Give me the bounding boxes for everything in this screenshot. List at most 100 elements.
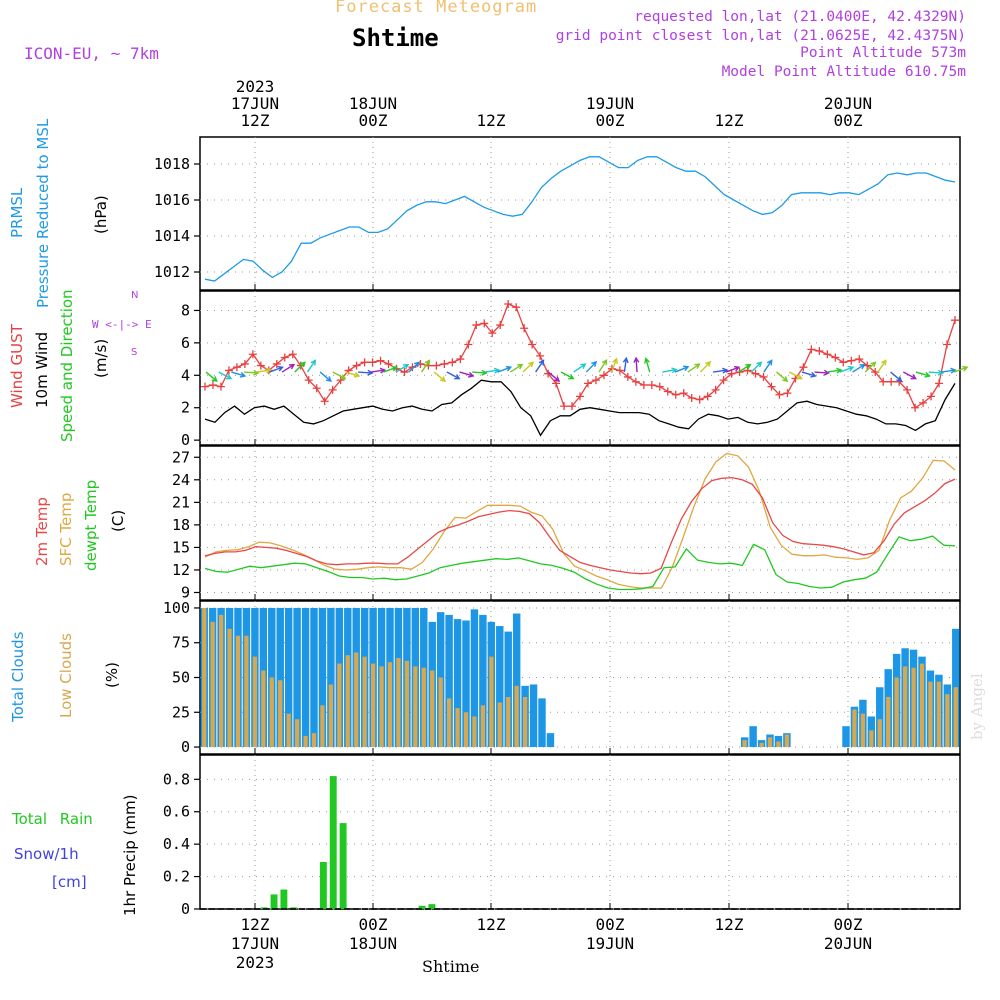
wind-arrow-head-15 (403, 363, 410, 370)
wind-arrow-head-21 (481, 369, 488, 376)
wind-gust-line-marker-56 (647, 381, 656, 390)
wind-arrow-head-16 (413, 361, 420, 368)
wind-arrow-14 (383, 366, 397, 373)
wind-gust-line-marker-7 (256, 361, 265, 370)
model-altitude: Model Point Altitude 610.75m (721, 64, 966, 80)
wind-gust-line-marker-14 (312, 384, 321, 393)
total-cloud-bar-76 (842, 726, 850, 748)
low-cloud-bar-38 (523, 696, 528, 748)
wind-gust-line-marker-26 (408, 363, 417, 372)
low-cloud-bar-16 (337, 663, 342, 748)
low-cloud-bar-89 (953, 687, 958, 748)
low-cloud-bar-26 (421, 667, 426, 748)
low-cloud-bar-19 (362, 656, 367, 748)
wind-arrow-25 (522, 361, 534, 373)
wind-gust-line-marker-81 (847, 356, 856, 365)
total-cloud-bar-41 (546, 733, 555, 748)
rain-bar-12 (319, 861, 327, 909)
wind-gust-line-marker-53 (623, 372, 632, 381)
wind-arrow-head-19 (454, 374, 461, 380)
low-cloud-bar-4 (235, 635, 241, 748)
panel-frame-1 (199, 136, 961, 291)
total-cloud-bar-31 (462, 620, 470, 748)
low-cloud-bar-24 (404, 660, 409, 748)
low-cloud-bar-25 (413, 666, 418, 748)
wind-gust-line-marker-62 (695, 395, 704, 404)
bottom-time-label-0-2: 2023 (236, 953, 275, 972)
ytick-label-5-4: 0.8 (163, 770, 190, 788)
ytick-label-1-2: 1016 (154, 191, 190, 209)
wind-arrow-head-35 (644, 357, 650, 364)
rain-label: Total Rain (12, 810, 93, 828)
wind-gust-line-marker-76 (807, 345, 816, 354)
wind-arrow-head-9 (325, 376, 332, 382)
temp2m-label: 2m Temp (33, 497, 51, 566)
wind-arrow-18 (433, 371, 446, 382)
total-cloud-bar-36 (504, 631, 512, 748)
total-cloud-bar-12 (301, 607, 310, 748)
ytick-label-2-2: 4 (181, 366, 190, 384)
wind-gust-line-marker-2 (216, 382, 225, 391)
wind-arrow-23 (497, 366, 511, 373)
rain-bar-8 (280, 889, 288, 909)
wind-arrow-head-12 (367, 369, 374, 376)
precip-axis-label: 1hr Precip (mm) (121, 794, 139, 916)
total-cloud-bar-29 (445, 614, 453, 748)
wind-arrow-head-2 (239, 371, 247, 378)
wind-arrow-head-50 (848, 365, 855, 372)
wind-arrow-8 (306, 360, 316, 373)
wind-arrow-50 (839, 366, 854, 373)
panel-frame-5 (199, 754, 961, 910)
wind-gust-line-marker-69 (751, 369, 760, 378)
total-cloud-bar-13 (310, 607, 318, 748)
wind-arrow-head-51 (859, 363, 866, 370)
wind-arrow-head-20 (467, 371, 475, 378)
wind-gust-line-marker-40 (520, 324, 529, 333)
bottom-time-label-0-0: 12Z (241, 915, 270, 934)
bottom-time-label-5-1: 20JUN (824, 934, 872, 953)
totalcloud-label: Total Clouds (9, 631, 27, 722)
low-cloud-bar-18 (354, 652, 359, 748)
wind-arrow-head-36 (671, 367, 678, 374)
wind-gust-line-marker-52 (615, 366, 624, 375)
low-cloud-bar-88 (945, 694, 950, 748)
wind-arrow-head-42 (745, 363, 752, 370)
low-cloud-bar-80 (877, 719, 882, 748)
wind-arrow-51 (852, 364, 865, 373)
snow-label: Snow/1h (14, 845, 79, 863)
wind-arrow-40 (713, 369, 728, 373)
wind-gust-line-marker-47 (576, 392, 584, 401)
wind-arrow-29 (573, 363, 586, 373)
ytick-label-3-6: 27 (172, 448, 190, 466)
low-cloud-bar-69 (784, 734, 789, 748)
ytick-label-1-0: 1012 (154, 263, 190, 281)
top-time-label-5-2: 00Z (834, 111, 863, 130)
low-cloud-bar-85 (919, 663, 925, 748)
low-cloud-bar-64 (742, 740, 747, 748)
wind-arrow-59 (953, 366, 968, 373)
wind-gust-line-marker-85 (879, 377, 888, 386)
wind-arrow-57 (928, 371, 943, 374)
pressure-label-long: Pressure Reduced to MSL (34, 118, 52, 308)
low-cloud-bar-67 (767, 737, 773, 748)
wind-gust-line-marker-19 (352, 361, 361, 370)
wind-gust-line-marker-73 (783, 389, 792, 398)
wind-arrow-head-49 (836, 367, 843, 374)
low-cloud-bar-28 (438, 677, 443, 748)
wind-arrow-58 (941, 369, 956, 373)
top-time-label-1-1: 18JUN (349, 94, 397, 113)
low-cloud-bar-17 (345, 655, 350, 748)
wind-gust-line-marker-78 (823, 350, 832, 359)
total-cloud-bar-80 (876, 687, 884, 748)
wind-gust-line-marker-10 (280, 353, 289, 362)
ytick-label-5-1: 0.2 (163, 868, 190, 886)
wind-gust-line-marker-4 (232, 363, 241, 372)
low-cloud-bar-35 (497, 702, 502, 748)
wind-arrow-head-33 (622, 356, 629, 364)
wind-arrow-head-48 (823, 369, 830, 376)
temp-unit: (C) (109, 509, 127, 532)
wind-arrow-48 (814, 371, 829, 374)
wind-arrow-head-26 (538, 359, 545, 366)
wind-arrow-0 (205, 371, 218, 382)
top-time-label-0-0: 2023 (236, 77, 275, 96)
